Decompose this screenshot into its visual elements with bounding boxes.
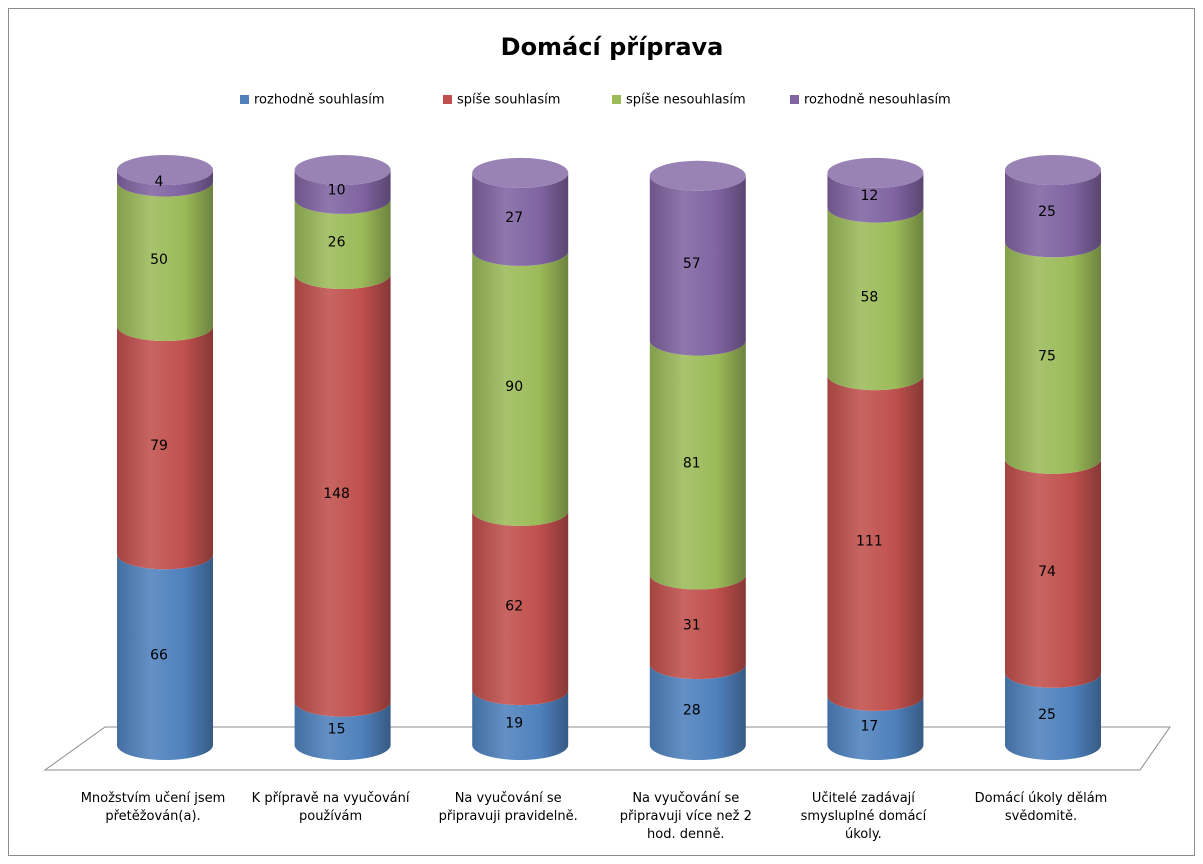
bar-segment bbox=[294, 170, 391, 214]
data-label: 26 bbox=[328, 234, 346, 250]
legend-label: spíše nesouhlasím bbox=[626, 93, 746, 108]
data-label: 81 bbox=[683, 456, 701, 472]
data-label: 58 bbox=[860, 289, 878, 305]
data-label: 75 bbox=[1038, 349, 1056, 365]
floor bbox=[43, 726, 1171, 771]
data-label: 74 bbox=[1038, 564, 1056, 580]
legend-swatch bbox=[790, 95, 799, 104]
bar-top bbox=[1005, 155, 1101, 185]
bar-segment bbox=[117, 181, 213, 342]
data-label: 148 bbox=[323, 486, 350, 502]
data-label: 12 bbox=[860, 188, 878, 204]
x-tick-label: Na vyučování se připravuji více než 2 ho… bbox=[619, 791, 752, 842]
chart-title: Domácí příprava bbox=[501, 33, 724, 61]
bar-segment bbox=[117, 170, 213, 197]
legend-label: rozhodně souhlasím bbox=[254, 93, 384, 108]
legend-label: rozhodně nesouhlasím bbox=[804, 93, 951, 108]
bar-top bbox=[117, 155, 213, 185]
bar-segment bbox=[649, 340, 746, 590]
bar-segment bbox=[294, 198, 391, 290]
data-label: 57 bbox=[683, 256, 701, 272]
x-tick-label: Učitelé zadávají smysluplné domácí úkoly… bbox=[800, 791, 927, 842]
data-label: 90 bbox=[505, 379, 523, 395]
bar-top bbox=[649, 160, 746, 191]
bar-segment bbox=[117, 554, 213, 760]
data-label: 62 bbox=[505, 599, 523, 615]
data-label: 10 bbox=[328, 182, 346, 198]
bar-segment bbox=[472, 172, 569, 266]
legend-swatch bbox=[612, 95, 621, 104]
bar-segment bbox=[117, 326, 213, 570]
bar-segment bbox=[827, 375, 924, 711]
bar-segment bbox=[649, 664, 746, 760]
legend-swatch bbox=[443, 95, 452, 104]
bar-segment bbox=[472, 690, 569, 760]
bar-segment bbox=[827, 695, 924, 760]
bar-top bbox=[827, 157, 924, 188]
data-label: 17 bbox=[860, 718, 878, 734]
x-tick-label: Množstvím učení jsem přetěžován(a). bbox=[80, 791, 226, 824]
bar-segment bbox=[827, 172, 924, 223]
data-label: 25 bbox=[1038, 707, 1056, 723]
bar-segment bbox=[649, 175, 746, 356]
data-label: 31 bbox=[683, 617, 701, 633]
bar-top bbox=[294, 155, 391, 185]
bar-segment bbox=[294, 274, 391, 717]
legend-swatch bbox=[240, 95, 249, 104]
x-tick-label: Na vyučování se připravuji pravidelně. bbox=[438, 791, 578, 824]
bar-segment bbox=[1005, 672, 1101, 760]
legend-label: spíše souhlasím bbox=[457, 93, 560, 108]
bar-segment bbox=[827, 207, 924, 391]
bar-segment bbox=[472, 250, 569, 526]
data-label: 50 bbox=[150, 252, 168, 268]
data-label: 25 bbox=[1038, 204, 1056, 220]
data-label: 28 bbox=[683, 703, 701, 719]
x-tick-label: K přípravě na vyučování používám bbox=[251, 791, 410, 824]
data-label: 66 bbox=[150, 648, 168, 664]
data-label: 15 bbox=[328, 721, 346, 737]
data-label: 27 bbox=[505, 210, 523, 226]
bar-segment bbox=[294, 701, 391, 760]
bar-segment bbox=[1005, 458, 1101, 688]
data-label: 4 bbox=[155, 174, 164, 190]
bar-segment bbox=[1005, 242, 1101, 474]
x-tick-label: Domácí úkoly dělám svědomitě. bbox=[974, 791, 1108, 824]
bar-segment bbox=[472, 510, 569, 706]
bar-top bbox=[472, 157, 569, 188]
bar-segment bbox=[1005, 170, 1101, 258]
data-label: 111 bbox=[856, 534, 883, 550]
data-label: 79 bbox=[150, 438, 168, 454]
data-label: 19 bbox=[505, 716, 523, 732]
bar-segment bbox=[649, 574, 746, 680]
